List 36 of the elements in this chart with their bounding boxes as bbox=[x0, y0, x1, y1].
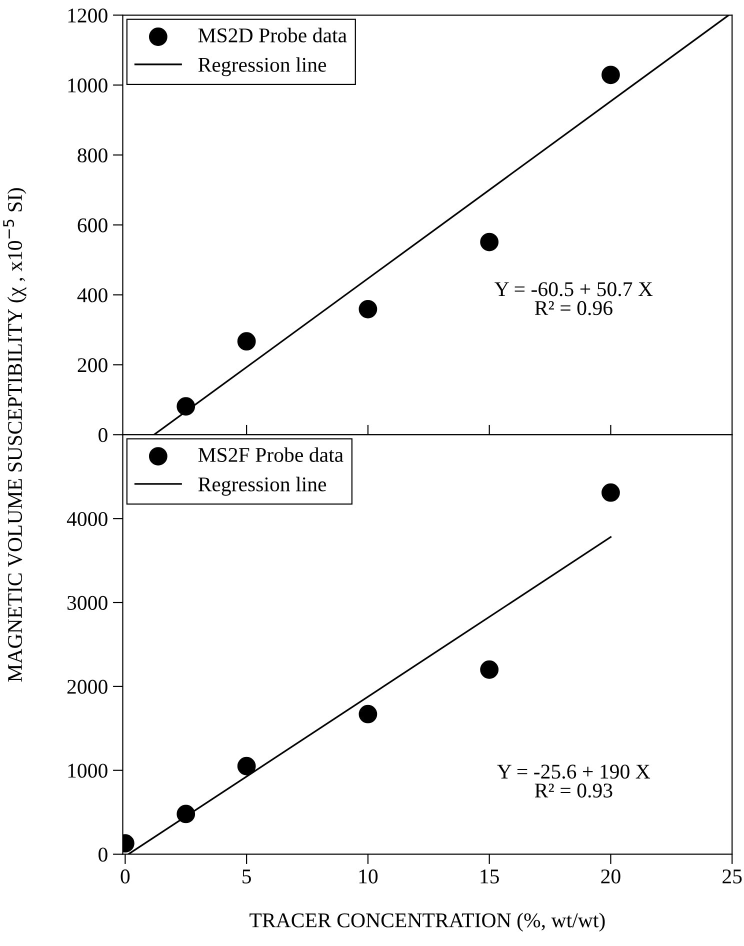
x-tick-label: 15 bbox=[480, 870, 499, 884]
x-tick-label: 0 bbox=[120, 869, 130, 884]
point bbox=[176, 804, 196, 824]
y-axis-title: MAGNETIC VOLUME SUSCEPTIBILITY (χ , x10$^{−5}$ SI) bbox=[3, 188, 26, 682]
x-axis-title: TRACER CONCENTRATION (%, wt/wt) bbox=[250, 912, 605, 932]
x-tick-label: 20 bbox=[601, 869, 620, 884]
y-tick-label: 600 bbox=[78, 218, 108, 232]
y-tick-label: 1000 bbox=[68, 764, 108, 778]
point bbox=[176, 397, 196, 416]
y-tick-label: 1000 bbox=[68, 78, 108, 92]
point bbox=[480, 232, 499, 252]
point bbox=[602, 66, 620, 84]
y-tick-label: 4000 bbox=[66, 512, 108, 526]
point bbox=[358, 300, 378, 318]
legend-label: MS2D Probe data bbox=[198, 28, 347, 42]
point bbox=[237, 332, 256, 351]
y-tick-label: 3000 bbox=[68, 596, 108, 610]
y-tick-label: 1200 bbox=[68, 8, 108, 23]
point bbox=[237, 756, 256, 776]
x-tick-label: 10 bbox=[359, 869, 378, 884]
y-tick-label: 800 bbox=[78, 148, 108, 162]
x-tick-label: 5 bbox=[242, 870, 251, 884]
annotation: Y = -60.5 + 50.7 X R² = 0.96 bbox=[494, 282, 653, 316]
y-tick-label: 2000 bbox=[67, 680, 108, 694]
point bbox=[358, 704, 378, 724]
legend-label: Regression line bbox=[198, 57, 326, 76]
annotation: Y = -25.6 + 190 X R² = 0.93 bbox=[497, 764, 650, 798]
legend-label: Regression line bbox=[198, 476, 326, 496]
legend-label: MS2F Probe data bbox=[198, 447, 344, 462]
x-tick-label: 25 bbox=[722, 869, 742, 884]
y-tick-label: 0 bbox=[98, 428, 108, 442]
y-tick-label: 200 bbox=[78, 358, 108, 372]
point bbox=[602, 483, 620, 502]
y-tick-label: 400 bbox=[77, 288, 108, 302]
point bbox=[480, 660, 499, 679]
y-tick-label: 0 bbox=[98, 848, 108, 862]
